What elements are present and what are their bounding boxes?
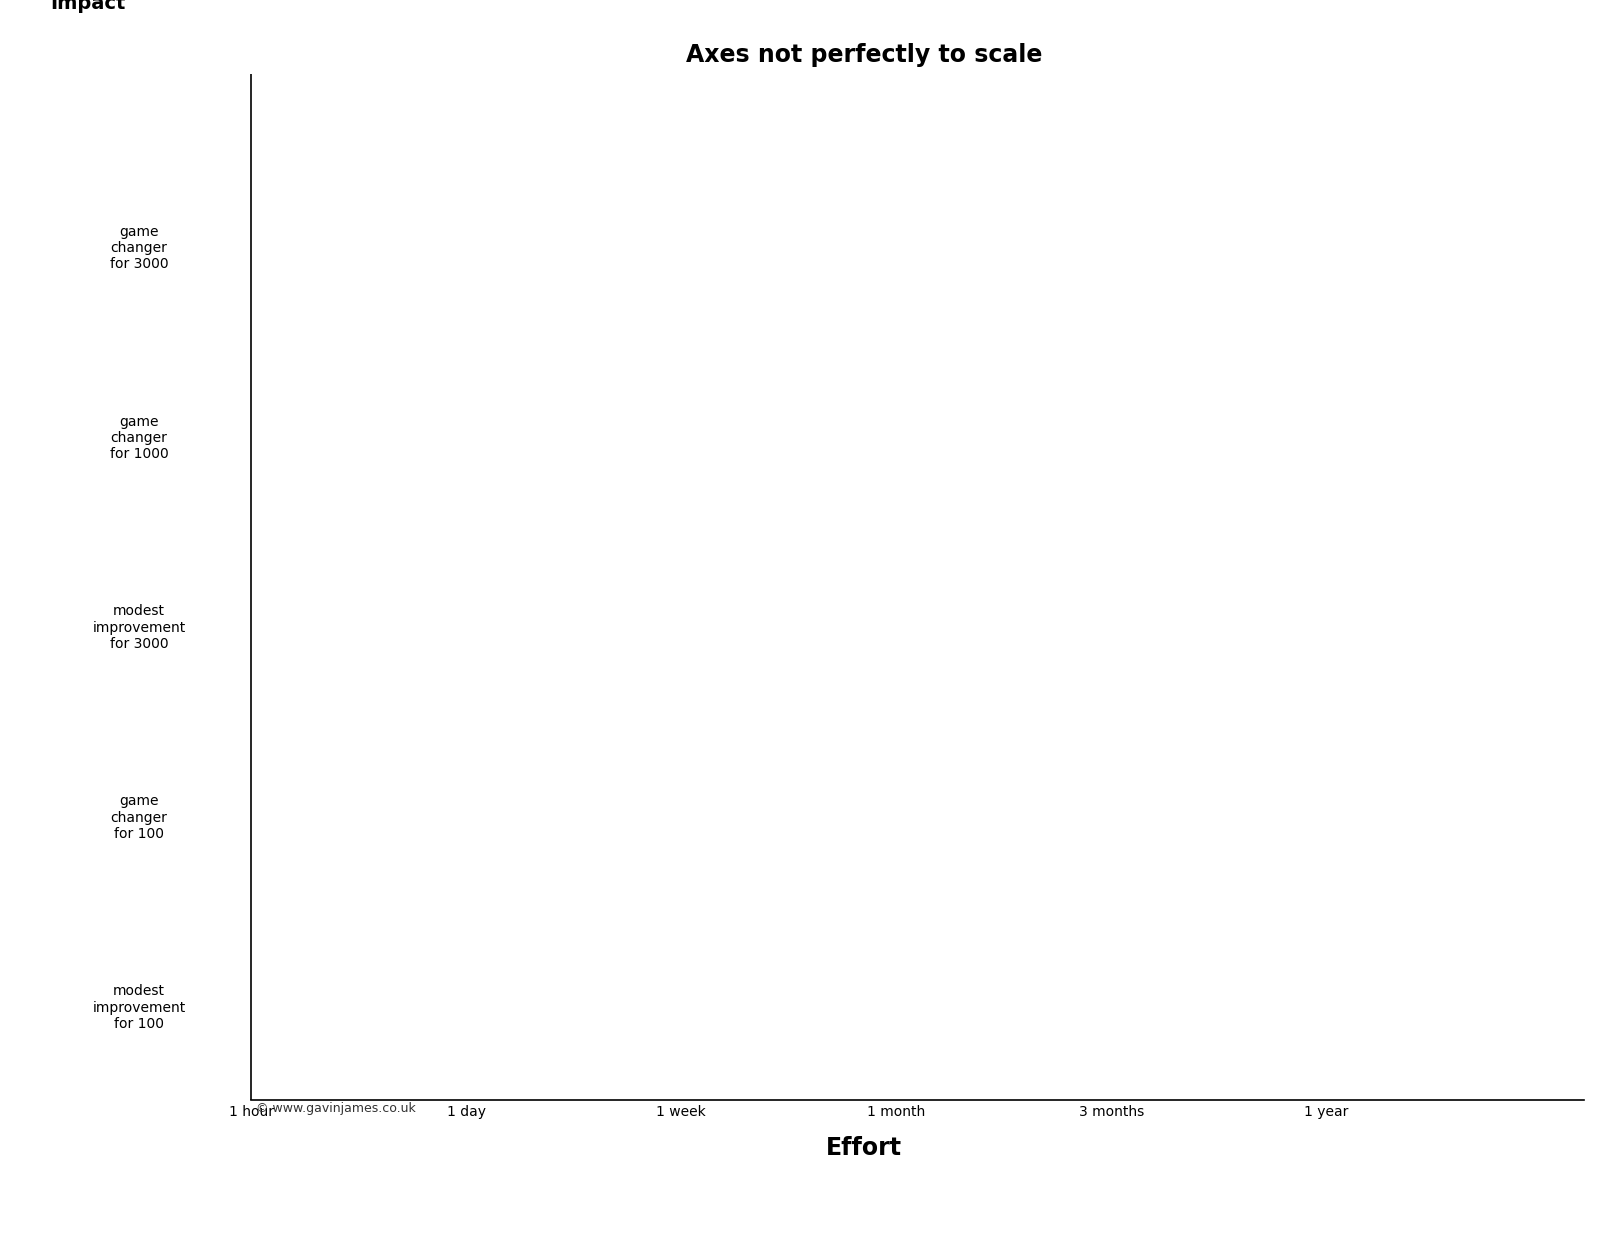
Text: © www.gavinjames.co.uk: © www.gavinjames.co.uk [256,1103,416,1115]
Text: Impact: Impact [50,0,126,12]
Text: Axes not perfectly to scale: Axes not perfectly to scale [686,43,1042,67]
X-axis label: Effort: Effort [826,1136,902,1159]
